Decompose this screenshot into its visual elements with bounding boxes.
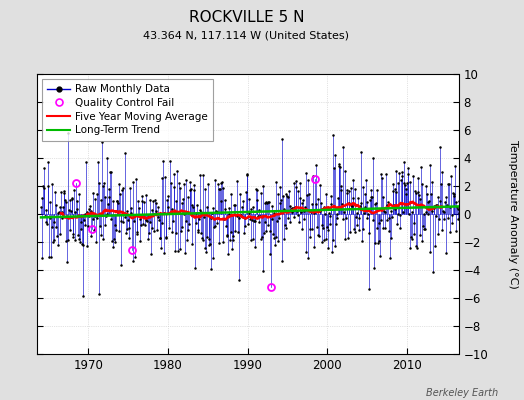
Text: ROCKVILLE 5 N: ROCKVILLE 5 N [189,10,304,25]
Text: 43.364 N, 117.114 W (United States): 43.364 N, 117.114 W (United States) [143,30,350,40]
Y-axis label: Temperature Anomaly (°C): Temperature Anomaly (°C) [508,140,518,288]
Text: Berkeley Earth: Berkeley Earth [425,388,498,398]
Legend: Raw Monthly Data, Quality Control Fail, Five Year Moving Average, Long-Term Tren: Raw Monthly Data, Quality Control Fail, … [42,79,213,140]
